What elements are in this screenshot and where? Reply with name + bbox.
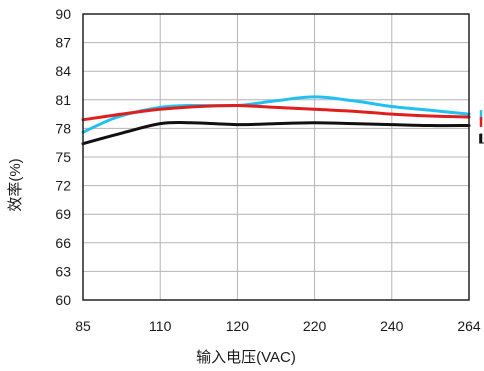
plot-border	[82, 13, 470, 301]
y-tick-label: 90	[55, 6, 71, 22]
x-tick-label: 220	[303, 318, 327, 334]
x-tick-label: 85	[75, 318, 91, 334]
chart-series	[81, 95, 471, 146]
y-tick-label: 63	[55, 263, 71, 279]
x-tick-label: 240	[380, 318, 404, 334]
chart-grid	[82, 13, 470, 301]
y-tick-label: 78	[55, 120, 71, 136]
y-tick-label: 81	[55, 92, 71, 108]
legend: L	[478, 110, 484, 147]
series-line	[81, 120, 471, 146]
y-tick-labels: 60 63 66 69 72 75 78 81 84 87 90	[55, 6, 71, 308]
y-tick-label: 84	[55, 63, 71, 79]
legend-label: L	[478, 131, 484, 147]
x-tick-label: 110	[149, 318, 172, 334]
y-tick-label: 60	[55, 292, 71, 308]
x-tick-labels: 85 110 120 220 240 264	[75, 318, 481, 334]
y-tick-label: 75	[55, 149, 71, 165]
y-tick-label: 72	[55, 178, 71, 194]
y-tick-label: 87	[55, 35, 71, 51]
y-tick-label: 69	[55, 206, 71, 222]
y-axis-label: 效率(%)	[7, 158, 24, 211]
y-tick-label: 66	[55, 235, 71, 251]
x-axis-label: 输入电压(VAC)	[196, 349, 296, 366]
x-tick-label: 120	[226, 318, 250, 334]
plot-frame	[82, 13, 470, 301]
x-tick-label: 264	[457, 318, 481, 334]
series-line	[81, 103, 471, 122]
